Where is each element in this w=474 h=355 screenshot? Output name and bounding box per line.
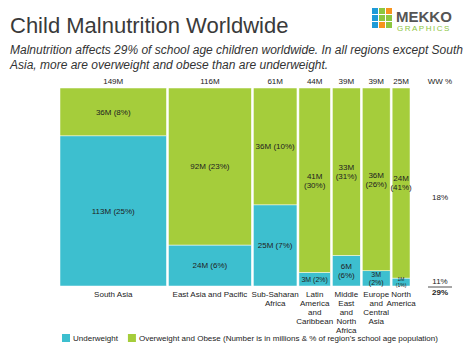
category-label: MiddleEastandNorthAfrica: [335, 290, 359, 335]
segment: [168, 88, 251, 245]
data-label: 25M (7%): [258, 241, 293, 250]
ww-value: 18%: [432, 193, 448, 202]
segment: [60, 88, 166, 136]
category-label: Sub-SaharanAfrica: [252, 290, 299, 308]
data-label: 113M (25%): [92, 207, 135, 216]
data-label: 33M(31%): [336, 163, 358, 181]
legend-swatch: [62, 334, 70, 342]
title: Child Malnutrition Worldwide: [10, 13, 288, 38]
segment: [362, 88, 390, 271]
logo-square: [372, 8, 378, 14]
segment: [60, 136, 166, 286]
data-label: 92M (23%): [190, 162, 229, 171]
data-label: 3M (2%): [301, 276, 327, 284]
data-label: 1M(1%): [396, 276, 407, 288]
segment: [299, 273, 330, 287]
logo-text: MEKKO: [396, 8, 452, 25]
chart: Child Malnutrition Worldwide Malnutrition…: [0, 0, 474, 355]
logo-square: [379, 8, 385, 14]
segment: [168, 245, 251, 286]
legend: Underweight Overweight and Obese (Number …: [62, 334, 438, 343]
ww-header: WW %: [428, 77, 452, 86]
width-label: 44M: [307, 77, 323, 86]
category-label: LatinAmericaandCaribbean: [296, 290, 333, 326]
logo-square: [372, 15, 378, 21]
subtitle: Malnutrition affects 29% of school age c…: [9, 43, 463, 72]
logo-square: [379, 22, 385, 28]
segment: [332, 88, 360, 256]
width-label: 61M: [267, 77, 283, 86]
category-label: EuropeandCentralAsia: [363, 290, 389, 326]
legend-swatch: [128, 334, 136, 342]
category-label: South Asia: [94, 290, 133, 299]
ww-total: 29%: [432, 288, 448, 297]
width-label: 39M: [368, 77, 384, 86]
data-label: 24M(41%): [390, 174, 412, 192]
data-label: 36M (10%): [256, 142, 295, 151]
legend-label: Overweight and Obese (Number is in milli…: [139, 334, 438, 343]
logo-square: [372, 22, 378, 28]
segment: [362, 271, 390, 286]
segment: [299, 88, 330, 273]
width-label: 149M: [103, 77, 123, 86]
data-label: 36M(26%): [366, 171, 388, 189]
segment: [253, 88, 297, 205]
labels: 113M (25%) 36M (8%) 149M South Asia 24M (6%)…: [92, 77, 417, 335]
data-label: 36M (8%): [96, 108, 131, 117]
logo: MEKKOGRAPHICS: [372, 8, 452, 33]
data-label: 6M(6%): [338, 262, 355, 280]
logo-square: [386, 15, 392, 21]
logo-square: [386, 22, 392, 28]
logo-text: GRAPHICS: [397, 24, 451, 33]
segment: [253, 205, 297, 286]
legend-label: Underweight: [73, 334, 119, 343]
width-label: 116M: [200, 77, 220, 86]
category-label: East Asia and Pacific: [173, 290, 248, 299]
logo-square: [379, 15, 385, 21]
segment: [332, 256, 360, 286]
logo-square: [386, 8, 392, 14]
data-label: 41M(30%): [304, 172, 326, 190]
width-label: 39M: [339, 77, 355, 86]
plot: [60, 88, 410, 286]
data-label: 3M(2%): [369, 271, 384, 287]
width-label: 25M: [393, 77, 409, 86]
category-label: NorthAmerica: [386, 290, 416, 308]
data-label: 24M (6%): [193, 261, 228, 270]
ww-value: 11%: [432, 277, 447, 286]
